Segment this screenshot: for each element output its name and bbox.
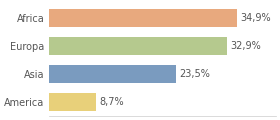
Bar — [49, 37, 227, 55]
Bar — [49, 9, 237, 27]
Bar — [49, 65, 176, 83]
Text: 8,7%: 8,7% — [99, 97, 123, 107]
Text: 32,9%: 32,9% — [230, 41, 261, 51]
Text: 34,9%: 34,9% — [241, 13, 271, 23]
Bar — [49, 93, 96, 111]
Text: 23,5%: 23,5% — [179, 69, 210, 79]
